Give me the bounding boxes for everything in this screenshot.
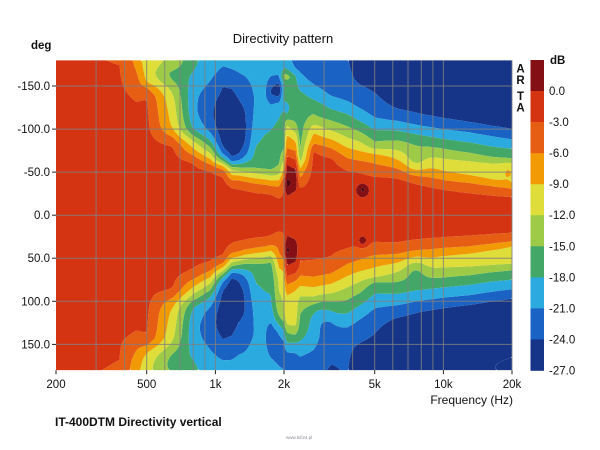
svg-text:0.0: 0.0 <box>549 86 565 98</box>
svg-text:-27.0: -27.0 <box>549 366 575 378</box>
svg-text:R: R <box>516 75 525 87</box>
svg-text:150.0: 150.0 <box>21 339 50 351</box>
svg-text:-12.0: -12.0 <box>549 210 575 222</box>
svg-text:IT-400DTM Directivity vertical: IT-400DTM Directivity vertical <box>55 415 222 429</box>
svg-text:-150.0: -150.0 <box>17 81 50 93</box>
svg-text:1k: 1k <box>209 379 221 391</box>
svg-text:www.hifi24.pl: www.hifi24.pl <box>286 435 312 440</box>
svg-text:-15.0: -15.0 <box>549 241 575 253</box>
svg-text:-50.0: -50.0 <box>24 167 50 179</box>
svg-text:Frequency (Hz): Frequency (Hz) <box>430 393 513 407</box>
svg-text:2k: 2k <box>278 379 290 391</box>
svg-text:5k: 5k <box>369 379 381 391</box>
svg-text:-9.0: -9.0 <box>549 179 569 191</box>
svg-text:-100.0: -100.0 <box>17 124 50 136</box>
svg-text:50.0: 50.0 <box>28 253 50 265</box>
svg-text:200: 200 <box>46 379 65 391</box>
svg-text:10k: 10k <box>434 379 453 391</box>
svg-text:-18.0: -18.0 <box>549 272 575 284</box>
svg-text:-6.0: -6.0 <box>549 148 569 160</box>
svg-text:T: T <box>517 91 524 103</box>
svg-text:500: 500 <box>137 379 156 391</box>
svg-text:Directivity pattern: Directivity pattern <box>233 31 333 46</box>
svg-text:20k: 20k <box>503 379 522 391</box>
svg-text:-3.0: -3.0 <box>549 117 569 129</box>
svg-text:-24.0: -24.0 <box>549 334 575 346</box>
svg-text:A: A <box>516 103 524 115</box>
svg-text:A: A <box>516 64 524 76</box>
svg-text:deg: deg <box>31 40 51 52</box>
svg-text:dB: dB <box>550 55 565 67</box>
svg-text:100.0: 100.0 <box>21 296 50 308</box>
svg-text:-21.0: -21.0 <box>549 303 575 315</box>
svg-text:0.0: 0.0 <box>34 210 50 222</box>
